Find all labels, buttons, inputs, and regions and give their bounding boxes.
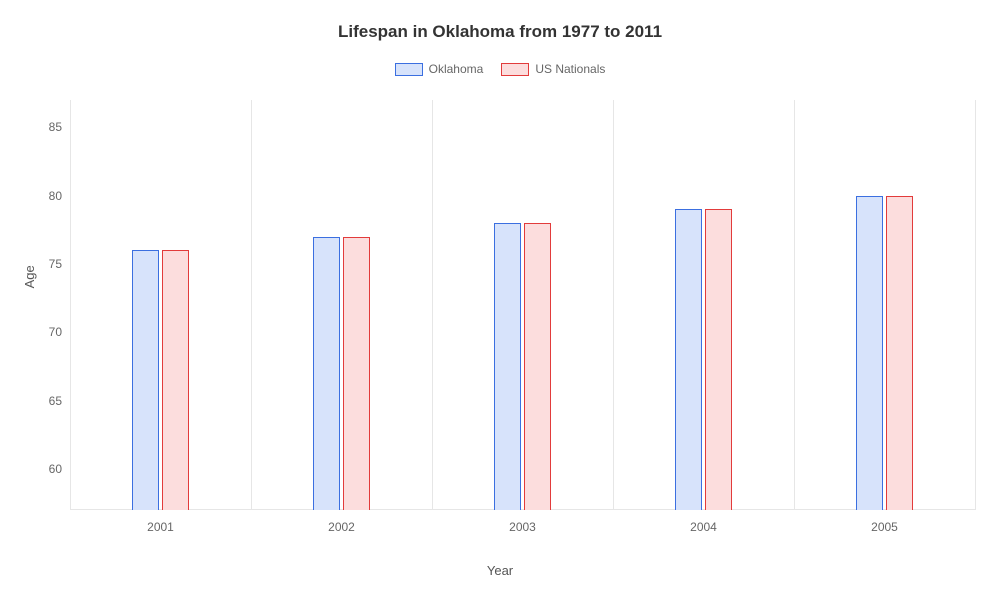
legend: Oklahoma US Nationals (0, 62, 1000, 76)
chart-title: Lifespan in Oklahoma from 1977 to 2011 (0, 0, 1000, 42)
legend-swatch (395, 63, 423, 76)
gridline (251, 100, 252, 510)
bar (162, 250, 190, 510)
y-tick-label: 70 (49, 325, 62, 339)
bar (132, 250, 160, 510)
plot-area: 60657075808520012002200320042005 (70, 100, 975, 510)
y-tick-label: 80 (49, 189, 62, 203)
x-tick-label: 2003 (509, 520, 536, 534)
gridline (794, 100, 795, 510)
legend-label: US Nationals (535, 62, 605, 76)
bar (886, 196, 914, 510)
x-axis-line (70, 509, 975, 510)
legend-label: Oklahoma (429, 62, 484, 76)
gridline (975, 100, 976, 510)
gridline (432, 100, 433, 510)
bar (856, 196, 884, 510)
x-tick-label: 2002 (328, 520, 355, 534)
bar (494, 223, 522, 510)
legend-item: US Nationals (501, 62, 605, 76)
bar (313, 237, 341, 510)
y-axis-label: Age (22, 265, 37, 288)
legend-swatch (501, 63, 529, 76)
bar (705, 209, 733, 510)
y-tick-label: 75 (49, 257, 62, 271)
gridline (613, 100, 614, 510)
x-tick-label: 2001 (147, 520, 174, 534)
x-axis-label: Year (0, 563, 1000, 578)
legend-item: Oklahoma (395, 62, 484, 76)
bar (675, 209, 703, 510)
y-tick-label: 65 (49, 394, 62, 408)
bar (524, 223, 552, 510)
y-tick-label: 60 (49, 462, 62, 476)
x-tick-label: 2005 (871, 520, 898, 534)
bar (343, 237, 371, 510)
y-tick-label: 85 (49, 120, 62, 134)
gridline (70, 100, 71, 510)
x-tick-label: 2004 (690, 520, 717, 534)
